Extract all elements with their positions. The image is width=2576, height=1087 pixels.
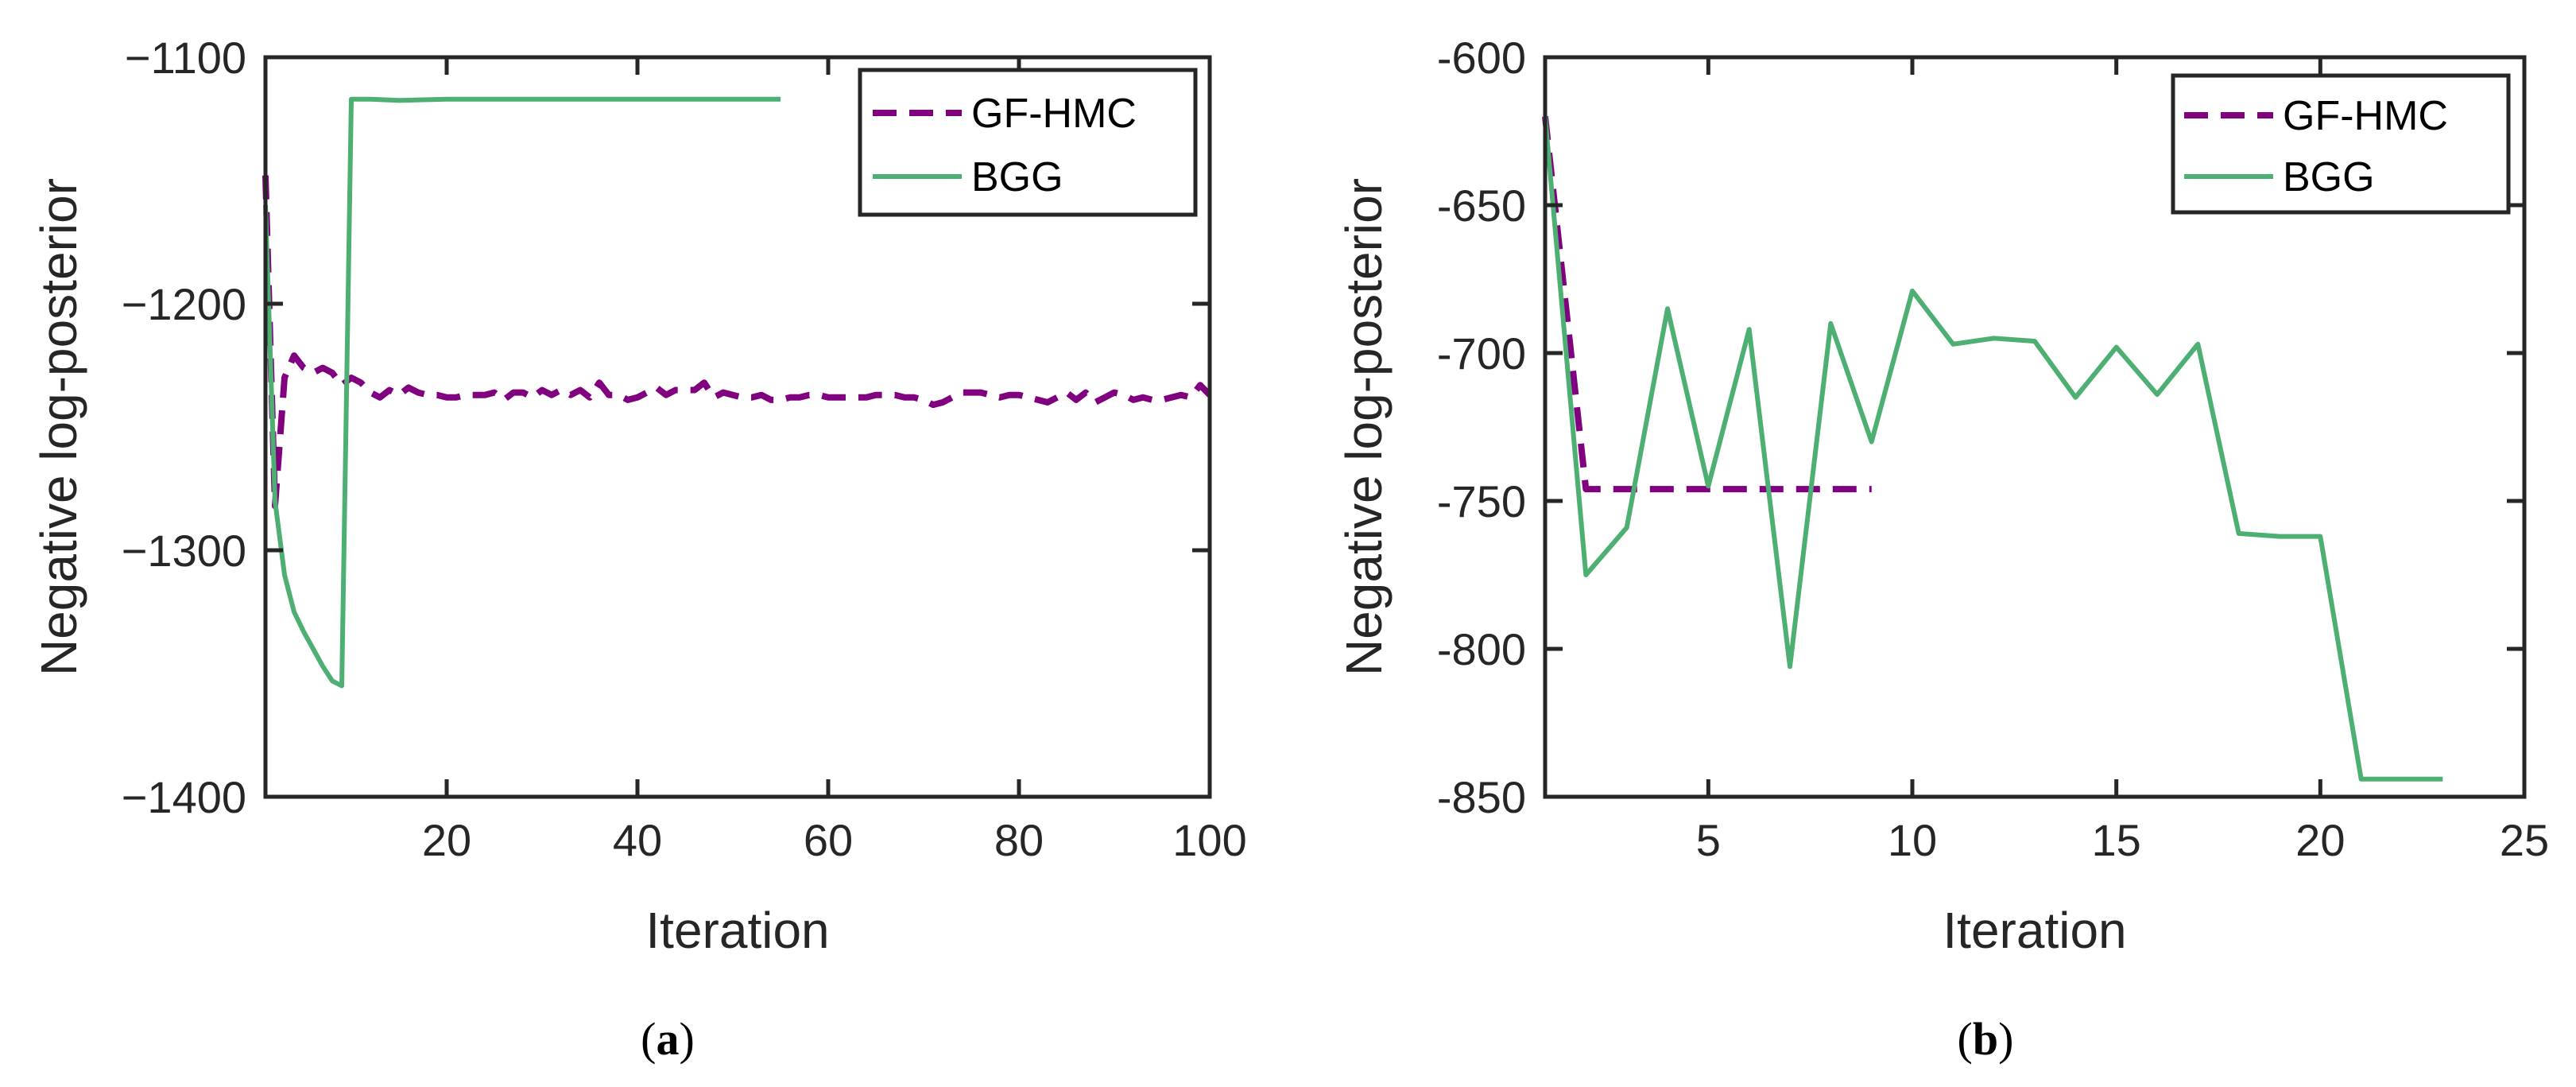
series-line-bgg — [1543, 116, 2443, 782]
y-axis-label-b: Negative log-posterior — [1335, 178, 1393, 676]
x-tick-label: 10 — [1888, 815, 1937, 865]
x-tick-label: 80 — [994, 815, 1044, 865]
legend-a: GF-HMC BGG — [858, 68, 1198, 217]
y-tick-label: −1400 — [122, 772, 246, 822]
legend-box-b — [2171, 73, 2511, 215]
y-tick-label: -650 — [1437, 181, 1526, 231]
y-tick-label: -750 — [1437, 476, 1526, 526]
x-tick-label: 5 — [1696, 815, 1721, 865]
legend-label-bgg: BGG — [971, 154, 1063, 200]
x-tick-label: 20 — [422, 815, 471, 865]
x-axis-label-b: Iteration — [1943, 902, 2126, 959]
x-tick-label: 15 — [2092, 815, 2141, 865]
x-axis-label-a: Iteration — [645, 902, 829, 959]
series-line-gfhmc — [262, 175, 1212, 510]
caption-b: (b) — [1958, 1013, 2014, 1065]
caption-a: (a) — [641, 1013, 695, 1065]
legend-label-gfhmc: GF-HMC — [2283, 93, 2448, 139]
legend-label-bgg: BGG — [2283, 154, 2375, 200]
x-tick-label: 20 — [2295, 815, 2345, 865]
axes-box-a — [263, 55, 1212, 799]
series-line-gfhmc — [1542, 115, 1872, 493]
y-tick-label: −1100 — [125, 33, 246, 83]
y-tick-label: -700 — [1437, 328, 1526, 379]
legend-box-a — [858, 68, 1198, 217]
x-tick-label: 100 — [1172, 815, 1246, 865]
y-tick-label: -600 — [1437, 33, 1526, 83]
panel-b: 5 10 15 20 25 -600 -650 -700 -750 -800 -850 GF-HMC… — [1335, 33, 2549, 1065]
x-tick-label: 40 — [613, 815, 662, 865]
y-tick-label: −1200 — [122, 279, 246, 329]
panel-a: 20 40 60 80 100 −1100 −1200 −1300 −1400 GF-HMC B… — [30, 33, 1247, 1065]
y-axis-label-a: Negative log-posterior — [30, 178, 87, 676]
legend-label-gfhmc: GF-HMC — [971, 91, 1137, 137]
y-tick-label: −1300 — [122, 526, 246, 576]
y-tick-label: -800 — [1437, 624, 1526, 674]
legend-b: GF-HMC BGG — [2171, 73, 2511, 215]
x-tick-label: 60 — [804, 815, 853, 865]
axes-box-b — [1543, 55, 2527, 799]
x-tick-label: 25 — [2500, 815, 2549, 865]
y-tick-label: -850 — [1437, 772, 1526, 822]
series-line-bgg — [263, 96, 781, 689]
